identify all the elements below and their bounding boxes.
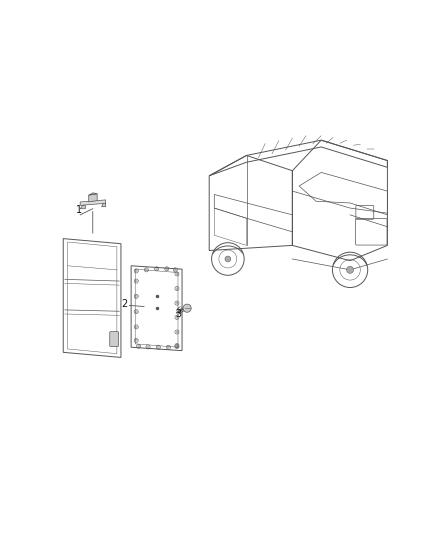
- FancyBboxPatch shape: [110, 332, 119, 346]
- Polygon shape: [102, 203, 106, 207]
- Text: 3: 3: [175, 309, 181, 319]
- Polygon shape: [88, 193, 97, 195]
- Circle shape: [183, 304, 191, 312]
- Circle shape: [346, 266, 353, 273]
- Text: 1: 1: [76, 205, 82, 215]
- Polygon shape: [88, 194, 97, 202]
- Text: 2: 2: [121, 298, 127, 309]
- Polygon shape: [80, 205, 85, 209]
- Circle shape: [225, 256, 231, 262]
- Polygon shape: [80, 200, 106, 205]
